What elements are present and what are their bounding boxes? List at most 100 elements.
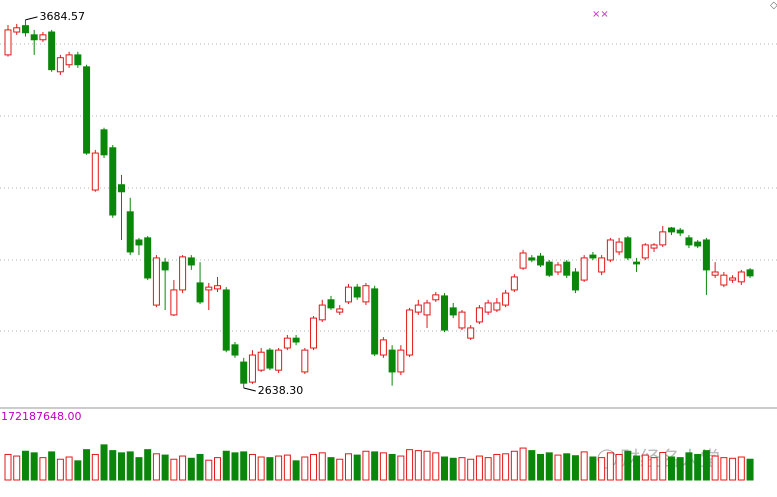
volume-bar [65, 456, 73, 481]
volume-bar [371, 451, 379, 481]
candle-body [467, 327, 475, 339]
volume-bar [571, 455, 579, 481]
volume-bar [563, 453, 571, 481]
candle-body [214, 285, 222, 290]
volume-bar [83, 449, 91, 481]
volume-bar [746, 458, 754, 481]
candle-body [449, 307, 457, 316]
volume-bar [667, 456, 675, 481]
candle-body [257, 351, 265, 371]
candle-body [729, 277, 737, 281]
candle-body [266, 349, 274, 369]
volume-bar [117, 452, 125, 481]
volume-bar [353, 454, 361, 481]
volume-bar [152, 453, 160, 481]
candle-body [344, 286, 352, 303]
candle-body [91, 152, 99, 191]
candle-body [283, 337, 291, 349]
volume-bar [615, 453, 623, 481]
candle-body [633, 261, 641, 265]
candle-body [545, 261, 553, 276]
volume-tick-label: 172187648.00 [1, 410, 81, 423]
candle-body [336, 308, 344, 313]
candle-body [65, 54, 73, 66]
volume-bar [458, 457, 466, 481]
candle-body [353, 286, 361, 298]
volume-bar [74, 460, 82, 481]
candle-body [13, 27, 21, 33]
candle-body [196, 282, 204, 303]
volume-bar [336, 458, 344, 481]
volume-bar [598, 457, 606, 481]
candle-body [135, 239, 143, 246]
candle-body [126, 211, 134, 253]
candle-body [248, 354, 256, 383]
volume-bar [537, 453, 545, 481]
candle-body [580, 257, 588, 281]
annotation-pointer [243, 387, 256, 392]
volume-bar [659, 452, 667, 481]
candle-body [702, 239, 710, 271]
volume-bar [21, 450, 29, 481]
volume-bar [266, 457, 274, 481]
candle-body [362, 285, 370, 303]
candle-body [406, 309, 414, 356]
volume-bar [196, 453, 204, 481]
candle-body [327, 299, 335, 309]
volume-bar [580, 451, 588, 481]
volume-bar [432, 452, 440, 481]
candle-body [694, 241, 702, 247]
volume-bar [214, 457, 222, 481]
candle-body [502, 292, 510, 306]
volume-bar [388, 453, 396, 481]
volume-bar [545, 452, 553, 481]
candle-body [310, 317, 318, 349]
candle-body [318, 304, 326, 321]
volume-bar [720, 457, 728, 481]
volume-bar [30, 452, 38, 481]
volume-bar [676, 457, 684, 481]
volume-bar [161, 454, 169, 481]
volume-bar [275, 455, 283, 481]
candle-body [746, 269, 754, 277]
volume-bar [13, 455, 21, 481]
volume-bar [406, 449, 414, 481]
candle-body [301, 349, 309, 373]
volume-bar [694, 453, 702, 481]
candle-body [187, 257, 195, 266]
candle-body [56, 57, 64, 73]
candle-body [737, 271, 745, 283]
volume-bar [91, 453, 99, 481]
volume-bar [310, 453, 318, 481]
volume-bar [641, 454, 649, 481]
volume-bar [144, 449, 152, 481]
volume-bar [510, 450, 518, 481]
candle-body [475, 307, 483, 323]
volume-bar [519, 447, 527, 481]
candle-body [667, 227, 675, 233]
volume-bar [633, 455, 641, 481]
candle-body [458, 311, 466, 329]
volume-bar [179, 455, 187, 481]
volume-bar [292, 460, 300, 481]
volume-bar [4, 453, 12, 481]
candle-body [554, 264, 562, 273]
annotation-label: 3684.57 [39, 10, 85, 23]
volume-bar [475, 455, 483, 481]
volume-bar [109, 450, 117, 481]
volume-bar [327, 457, 335, 481]
volume-bar [318, 452, 326, 481]
candle-body [641, 244, 649, 259]
volume-bar [493, 453, 501, 481]
candle-body [83, 66, 91, 154]
candle-body [152, 257, 160, 306]
candle-body [109, 147, 117, 216]
volume-bar [222, 450, 230, 481]
volume-bar [467, 458, 475, 481]
volume-bar [56, 458, 64, 481]
candle-body [100, 129, 108, 156]
volume-bar [414, 450, 422, 481]
candle-body [571, 271, 579, 291]
candle-body [161, 261, 169, 271]
